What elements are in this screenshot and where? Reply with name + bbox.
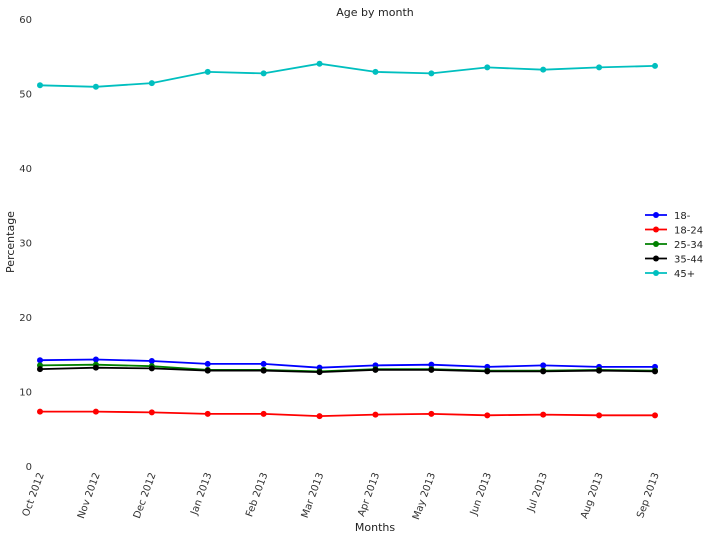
data-point — [372, 411, 379, 418]
series-line — [39, 62, 656, 88]
data-point — [540, 368, 547, 375]
data-point — [428, 70, 435, 77]
data-point — [540, 362, 547, 369]
data-point — [372, 68, 379, 75]
legend: 18- 18-24 25-34 35-44 45+ — [645, 211, 703, 280]
x-tick-label: Aug 2013 — [579, 471, 606, 520]
x-tick-label: Dec 2012 — [132, 471, 159, 520]
legend-item: 35-44 — [645, 255, 703, 266]
y-axis-ticks: 0 10 20 30 40 50 60 — [19, 15, 32, 473]
data-point — [260, 367, 267, 374]
legend-item: 25-34 — [645, 240, 703, 251]
data-point — [316, 413, 323, 420]
data-point — [428, 366, 435, 373]
data-point — [204, 68, 211, 75]
data-point — [596, 64, 603, 71]
legend-label: 25-34 — [674, 240, 703, 251]
data-point — [148, 365, 155, 372]
x-tick-label: Feb 2013 — [244, 471, 270, 518]
x-tick-label: Sep 2013 — [635, 471, 662, 519]
data-point — [316, 60, 323, 67]
data-point — [596, 412, 603, 419]
legend-label: 45+ — [674, 269, 695, 280]
series-group — [37, 364, 658, 376]
y-tick-label: 50 — [19, 90, 32, 101]
data-point — [652, 368, 658, 375]
data-point — [652, 412, 658, 419]
data-point — [37, 357, 43, 364]
y-axis-label: Percentage — [4, 211, 17, 273]
data-point — [428, 361, 435, 368]
data-point — [652, 62, 658, 69]
data-point — [37, 366, 43, 373]
data-point — [260, 410, 267, 417]
data-point — [37, 408, 43, 415]
legend-item: 45+ — [645, 269, 695, 280]
legend-marker — [653, 241, 659, 247]
series-group — [37, 60, 658, 90]
x-axis-ticks: Oct 2012 Nov 2012 Dec 2012 Jan 2013 Feb 2013… — [21, 471, 662, 521]
data-point — [148, 357, 155, 364]
data-point — [484, 64, 491, 71]
data-point — [204, 367, 211, 374]
y-tick-label: 10 — [19, 388, 32, 399]
x-tick-label: Apr 2013 — [356, 471, 382, 518]
data-point — [484, 368, 491, 375]
legend-marker — [653, 255, 659, 262]
y-tick-label: 40 — [19, 164, 32, 175]
series-group — [37, 408, 658, 420]
legend-marker — [653, 212, 659, 218]
data-point — [37, 82, 43, 89]
legend-label: 18- — [674, 211, 691, 222]
y-tick-label: 0 — [26, 462, 32, 473]
series-layer — [37, 60, 658, 420]
legend-label: 18-24 — [674, 226, 703, 237]
legend-label: 35-44 — [674, 255, 703, 266]
data-point — [92, 83, 99, 90]
data-point — [204, 410, 211, 417]
y-tick-label: 20 — [19, 313, 32, 324]
x-tick-label: Nov 2012 — [76, 471, 103, 520]
data-point — [540, 66, 547, 73]
x-tick-label: Jan 2013 — [189, 471, 215, 517]
data-point — [484, 412, 491, 419]
x-axis-label: Months — [355, 521, 395, 534]
x-tick-label: Oct 2012 — [21, 471, 47, 518]
legend-marker — [653, 226, 659, 233]
data-point — [540, 411, 547, 418]
y-tick-label: 60 — [19, 15, 32, 26]
x-tick-label: Jun 2013 — [468, 471, 494, 517]
data-point — [260, 360, 267, 367]
y-tick-label: 30 — [19, 239, 32, 250]
data-point — [372, 366, 379, 373]
data-point — [148, 409, 155, 416]
data-point — [204, 360, 211, 367]
series-line — [39, 358, 655, 369]
data-point — [92, 356, 99, 363]
data-point — [428, 410, 435, 417]
data-point — [92, 408, 99, 415]
legend-marker — [653, 270, 659, 276]
chart-title: Age by month — [336, 6, 413, 19]
x-tick-label: Jul 2013 — [525, 471, 550, 514]
legend-item: 18- — [645, 211, 691, 222]
data-point — [260, 70, 267, 77]
data-point — [596, 367, 603, 374]
data-point — [92, 364, 99, 371]
data-point — [148, 80, 155, 87]
x-tick-label: Mar 2013 — [300, 471, 327, 519]
data-point — [316, 369, 323, 376]
series-line — [39, 366, 656, 374]
legend-item: 18-24 — [645, 226, 703, 237]
series-line — [40, 410, 655, 418]
x-tick-label: May 2013 — [411, 471, 438, 521]
